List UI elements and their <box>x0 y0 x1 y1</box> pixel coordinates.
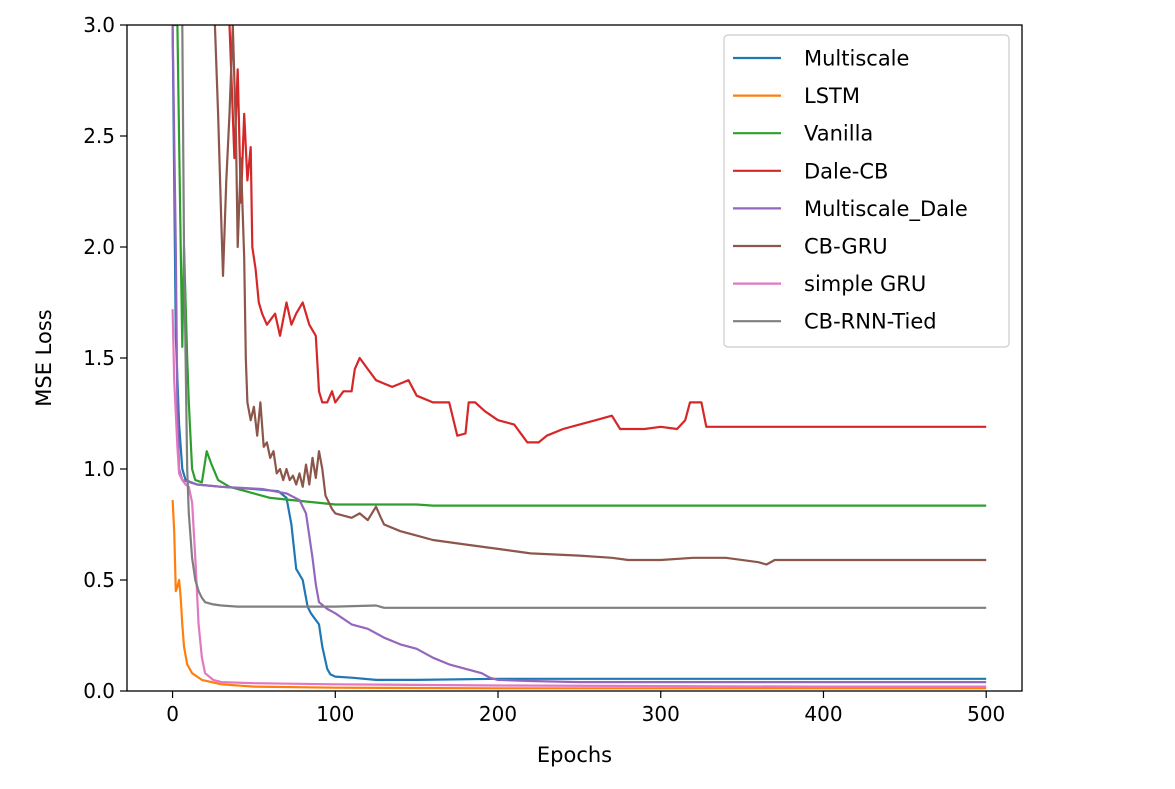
y-tick-label: 1.0 <box>83 457 115 481</box>
y-tick-label: 2.0 <box>83 235 115 259</box>
series-line-5 <box>213 25 987 566</box>
y-tick-label: 2.5 <box>83 124 115 148</box>
series-line-6 <box>171 309 987 688</box>
legend-entry: Multiscale <box>804 47 909 71</box>
x-axis: 0 100 200 300 400 500 <box>166 691 1005 726</box>
y-axis-label: MSE Loss <box>32 309 56 406</box>
series-line-7 <box>181 25 987 609</box>
x-tick-label: 300 <box>642 702 680 726</box>
legend-frame <box>723 34 1010 348</box>
legend-entry: CB-RNN-Tied <box>804 310 937 334</box>
x-tick-label: 400 <box>804 702 842 726</box>
y-tick-label: 3.0 <box>83 13 115 37</box>
series-line-4 <box>171 25 987 684</box>
y-tick-label: 1.5 <box>83 346 115 370</box>
x-tick-label: 100 <box>316 702 354 726</box>
legend-entry: Multiscale_Dale <box>804 197 968 222</box>
legend-entry: LSTM <box>804 84 860 108</box>
legend-entry: CB-GRU <box>804 235 888 259</box>
y-tick-label: 0.5 <box>83 568 115 592</box>
x-tick-label: 0 <box>166 702 179 726</box>
x-tick-label: 200 <box>479 702 517 726</box>
x-tick-label: 500 <box>967 702 1005 726</box>
x-axis-label: Epochs <box>537 743 612 767</box>
legend-entry: Dale-CB <box>804 159 888 183</box>
legend-entry: Vanilla <box>804 122 873 146</box>
y-tick-label: 0.0 <box>83 679 115 703</box>
y-axis: 0.0 0.5 1.0 1.5 2.0 2.5 3.0 <box>83 13 127 703</box>
series-layer <box>171 25 987 690</box>
legend-entry: simple GRU <box>804 272 926 296</box>
series-line-3 <box>228 25 987 444</box>
legend: Multiscale LSTM Vanilla Dale-CB Multiscale_D… <box>723 34 1010 348</box>
series-line-1 <box>171 500 987 690</box>
series-line-2 <box>172 25 987 507</box>
